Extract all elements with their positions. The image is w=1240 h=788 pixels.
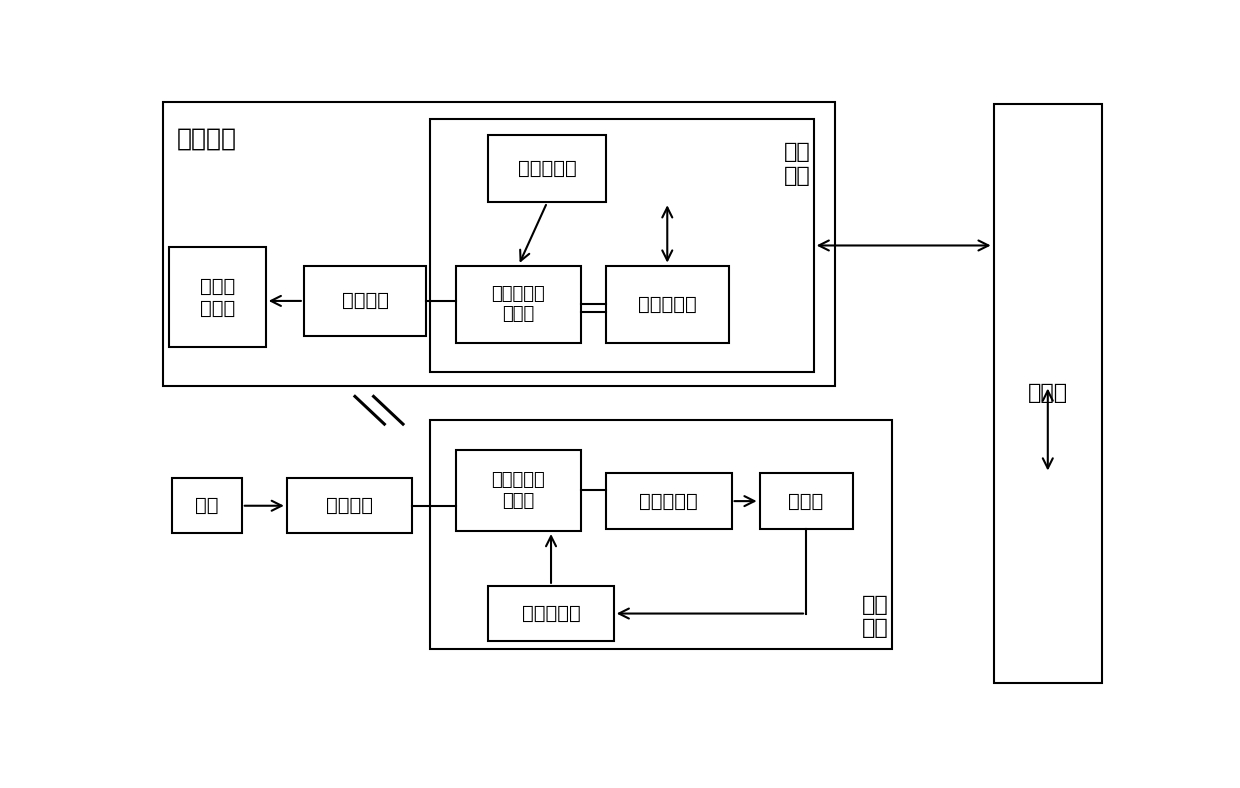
Bar (759, 474, 853, 529)
Bar (169, 247, 265, 348)
Text: 测距传感器: 测距传感器 (637, 295, 697, 314)
Text: 第一运动驱
动装置: 第一运动驱 动装置 (491, 471, 546, 510)
Bar (489, 135, 606, 203)
Bar (993, 104, 1102, 683)
Text: 电动汽
车电池: 电动汽 车电池 (200, 277, 236, 318)
Text: 第一控制器: 第一控制器 (522, 604, 580, 623)
Bar (430, 119, 813, 372)
Text: 车端
模块: 车端 模块 (785, 143, 811, 185)
Bar (489, 585, 614, 641)
Bar (430, 419, 892, 649)
Text: 第二控制器: 第二控制器 (518, 159, 577, 178)
Text: 电动汽车: 电动汽车 (176, 127, 237, 151)
Bar (172, 478, 242, 533)
Bar (456, 266, 582, 343)
Text: 感应器: 感应器 (789, 492, 823, 511)
Text: 电源: 电源 (195, 496, 218, 515)
Text: 地端
模块: 地端 模块 (862, 595, 889, 638)
Text: 原边线圈: 原边线圈 (326, 496, 373, 515)
Bar (606, 266, 729, 343)
Bar (456, 450, 582, 531)
Bar (304, 266, 427, 336)
Text: 第二运动驱
动装置: 第二运动驱 动装置 (491, 284, 546, 323)
Text: 上位机: 上位机 (1028, 383, 1068, 403)
Text: 副边线圈: 副边线圈 (341, 292, 388, 310)
Text: 定位感应板: 定位感应板 (640, 492, 698, 511)
Bar (606, 474, 732, 529)
Bar (286, 478, 412, 533)
Bar (162, 102, 836, 385)
